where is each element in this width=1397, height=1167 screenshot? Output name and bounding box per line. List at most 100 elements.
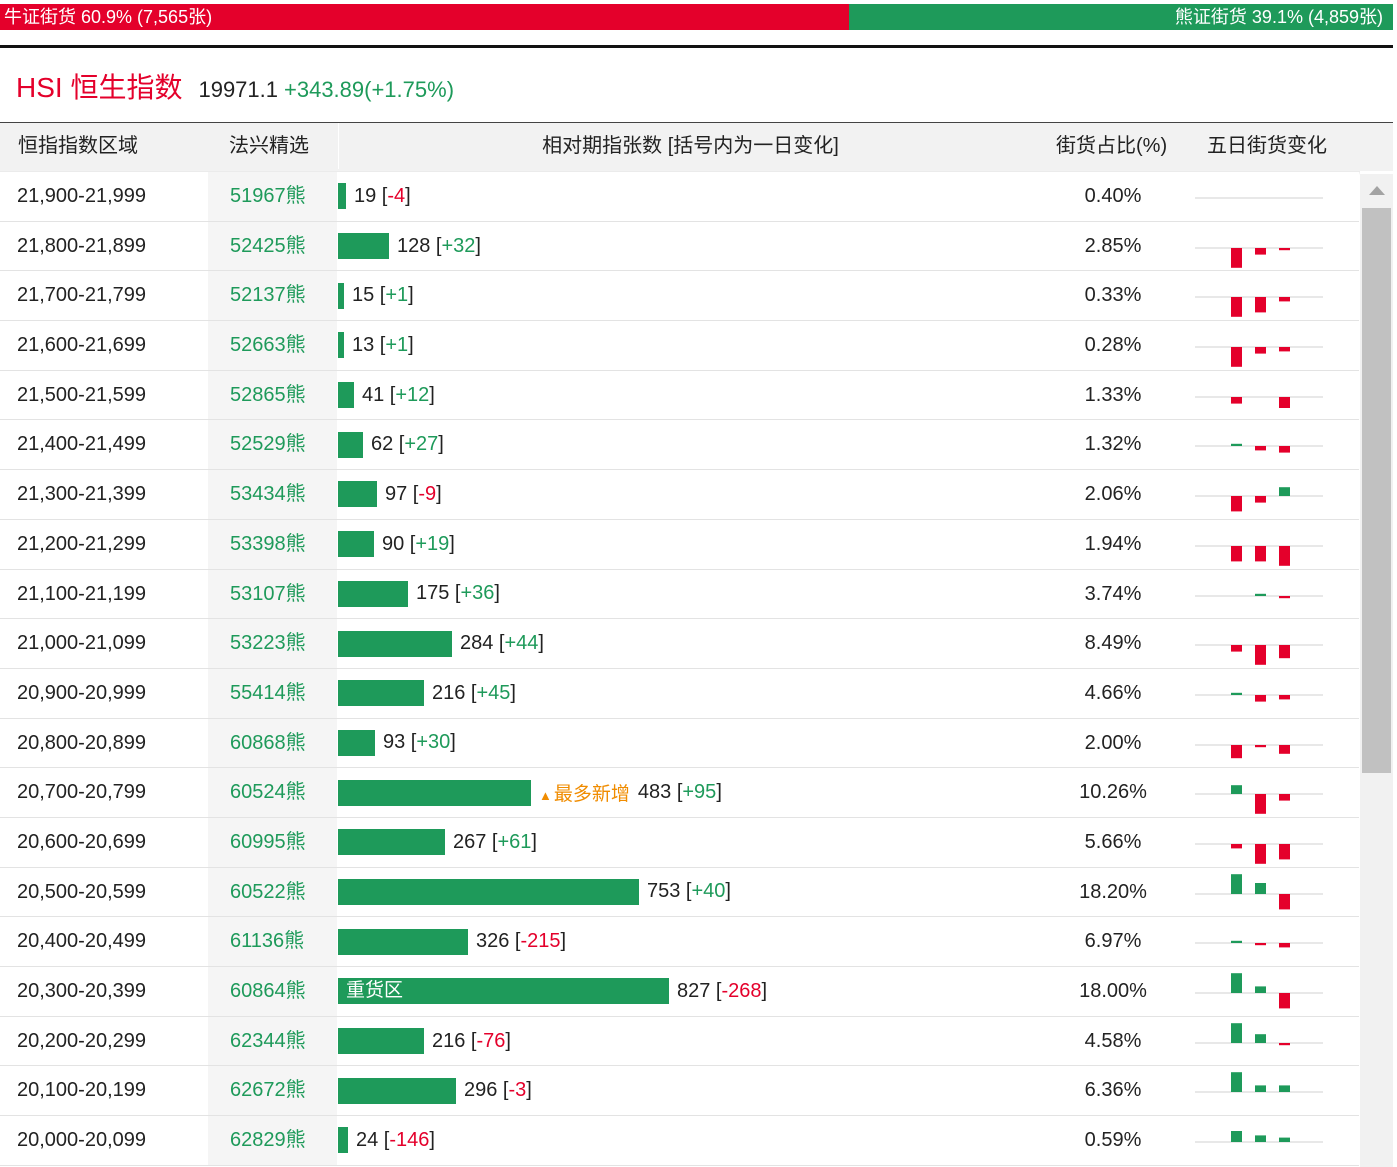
table-row[interactable]: 21,000-21,099 53223熊 284 [+44] 8.49% [0, 619, 1359, 669]
count-bar [338, 729, 375, 756]
table-divider [0, 122, 1393, 123]
share-pct-cell: 1.33% [1084, 383, 1142, 406]
warrant-code-link[interactable]: 52137熊 [208, 271, 337, 321]
five-day-bar [1231, 347, 1242, 367]
warrant-code-link[interactable]: 53434熊 [208, 470, 337, 519]
five-day-svg [1195, 197, 1323, 199]
count-value: 90 [+19] [382, 533, 455, 556]
warrant-code-link[interactable]: 53223熊 [208, 619, 337, 668]
daily-change: -215 [520, 930, 561, 953]
warrant-code-link[interactable]: 52663熊 [208, 321, 337, 370]
five-day-bar [1255, 1033, 1266, 1043]
bracket-close: ] [560, 930, 567, 953]
warrant-code-link[interactable]: 60995熊 [208, 817, 337, 867]
table-header: 恒指指数区域 法兴精选 相对期指张数 [括号内为一日变化] 街货占比(%) 五日… [0, 123, 1393, 171]
table-row[interactable]: 20,000-20,099 62829熊 24 [-146] 0.59% [0, 1116, 1359, 1166]
warrant-code-link[interactable]: 52529熊 [208, 420, 337, 470]
five-day-bar [1279, 744, 1290, 754]
five-day-change-chart [1195, 371, 1323, 420]
contract-count-cell: 216 [-76] [338, 1017, 1043, 1066]
five-day-bar [1255, 986, 1266, 993]
warrant-code-link[interactable]: 51967熊 [208, 172, 337, 221]
count-number: 175 [ [416, 582, 461, 605]
count-bar [338, 183, 346, 210]
table-row[interactable]: 20,700-20,799 60524熊 ▲ 最多新增 483 [+95] 10.26% [0, 768, 1359, 818]
warrant-code-link[interactable]: 53107熊 [208, 569, 337, 619]
table-row[interactable]: 20,200-20,299 62344熊 216 [-76] 4.58% [0, 1016, 1359, 1067]
five-day-change-chart [1195, 420, 1323, 469]
count-bar [338, 1127, 348, 1154]
vertical-scrollbar[interactable] [1360, 174, 1393, 1167]
table-row[interactable]: 20,400-20,499 61136熊 326 [-215] 6.97% [0, 917, 1359, 967]
warrant-code-link[interactable]: 62829熊 [208, 1116, 337, 1165]
table-row[interactable]: 20,100-20,199 62672熊 296 [-3] 6.36% [0, 1066, 1359, 1117]
index-name[interactable]: HSI 恒生指数 [16, 72, 183, 103]
five-day-svg [1195, 487, 1323, 512]
contract-count-cell: 216 [+45] [338, 669, 1043, 718]
table-row[interactable]: 21,200-21,299 53398熊 90 [+19] 1.94% [0, 519, 1359, 570]
five-day-change-chart [1195, 768, 1323, 817]
count-number: 90 [ [382, 532, 416, 555]
five-day-bar [1279, 645, 1290, 659]
bracket-close: ] [436, 482, 442, 505]
five-day-svg [1195, 744, 1323, 758]
table-row[interactable]: 21,900-21,999 51967熊 19 [-4] 0.40% [0, 172, 1359, 222]
table-row[interactable]: 21,800-21,899 52425熊 128 [+32] 2.85% [0, 221, 1359, 272]
table-row[interactable]: 21,500-21,599 52865熊 41 [+12] 1.33% [0, 370, 1359, 421]
warrant-code-link[interactable]: 62672熊 [208, 1066, 337, 1116]
warrant-code-link[interactable]: 61136熊 [208, 917, 337, 966]
five-day-change-chart [1195, 619, 1323, 668]
warrant-code-link[interactable]: 60868熊 [208, 718, 337, 768]
contract-count-cell: 97 [-9] [338, 470, 1043, 519]
five-day-change-chart [1195, 1116, 1323, 1165]
share-pct-cell: 10.26% [1079, 781, 1147, 804]
table-row[interactable]: 21,300-21,399 53434熊 97 [-9] 2.06% [0, 470, 1359, 520]
scroll-up-arrow-icon[interactable] [1369, 186, 1385, 195]
bracket-close: ] [449, 532, 455, 555]
share-pct-cell: 6.97% [1084, 930, 1142, 953]
warrant-code-link[interactable]: 60522熊 [208, 867, 337, 917]
warrant-code-link[interactable]: 60524熊 [208, 768, 337, 817]
count-number: 93 [ [383, 731, 417, 754]
warrant-code-link[interactable]: 52425熊 [208, 221, 337, 271]
share-pct-cell: 8.49% [1084, 632, 1142, 655]
warrant-code-link[interactable]: 62344熊 [208, 1016, 337, 1066]
five-day-bar [1255, 593, 1266, 596]
table-row[interactable]: 21,700-21,799 52137熊 15 [+1] 0.33% [0, 271, 1359, 322]
share-pct-cell: 1.32% [1084, 433, 1142, 456]
five-day-bar [1255, 297, 1266, 313]
table-row[interactable]: 20,300-20,399 60864熊 重货区 827 [-268] 18.00% [0, 967, 1359, 1017]
index-range-cell: 20,700-20,799 [17, 781, 147, 804]
count-number: 41 [ [362, 383, 396, 406]
five-day-svg [1195, 346, 1323, 367]
count-number: 284 [ [460, 632, 505, 655]
index-price: 19971.1 [198, 77, 278, 102]
table-row[interactable]: 20,800-20,899 60868熊 93 [+30] 2.00% [0, 718, 1359, 769]
scroll-thumb[interactable] [1362, 208, 1391, 773]
table-row[interactable]: 20,500-20,599 60522熊 753 [+40] 18.20% [0, 867, 1359, 918]
warrant-code-link[interactable]: 55414熊 [208, 668, 337, 718]
table-row[interactable]: 21,600-21,699 52663熊 13 [+1] 0.28% [0, 321, 1359, 371]
bracket-close: ] [761, 979, 768, 1002]
warrant-code-link[interactable]: 53398熊 [208, 519, 337, 569]
bracket-close: ] [429, 1128, 435, 1151]
contract-count-cell: 重货区 827 [-268] [338, 967, 1043, 1016]
table-row[interactable]: 20,900-20,999 55414熊 216 [+45] 4.66% [0, 668, 1359, 719]
five-day-change-chart [1195, 271, 1323, 320]
warrant-code-link[interactable]: 60864熊 [208, 967, 337, 1016]
table-row[interactable]: 21,400-21,499 52529熊 62 [+27] 1.32% [0, 420, 1359, 471]
daily-change: +1 [385, 333, 409, 356]
table-row[interactable]: 20,600-20,699 60995熊 267 [+61] 5.66% [0, 817, 1359, 868]
five-day-bar [1279, 943, 1290, 948]
five-day-change-chart [1195, 570, 1323, 619]
five-day-bar [1279, 347, 1290, 352]
warrant-code-link[interactable]: 52865熊 [208, 370, 337, 420]
table-row[interactable]: 21,100-21,199 53107熊 175 [+36] 3.74% [0, 569, 1359, 620]
count-value: 296 [-3] [464, 1079, 532, 1102]
contract-count-cell: 24 [-146] [338, 1116, 1043, 1165]
contract-count-cell: ▲ 最多新增 483 [+95] [338, 768, 1043, 817]
count-number: 97 [ [385, 482, 419, 505]
daily-change: -268 [721, 979, 762, 1002]
daily-change: +30 [416, 731, 451, 754]
five-day-bar [1231, 297, 1242, 318]
